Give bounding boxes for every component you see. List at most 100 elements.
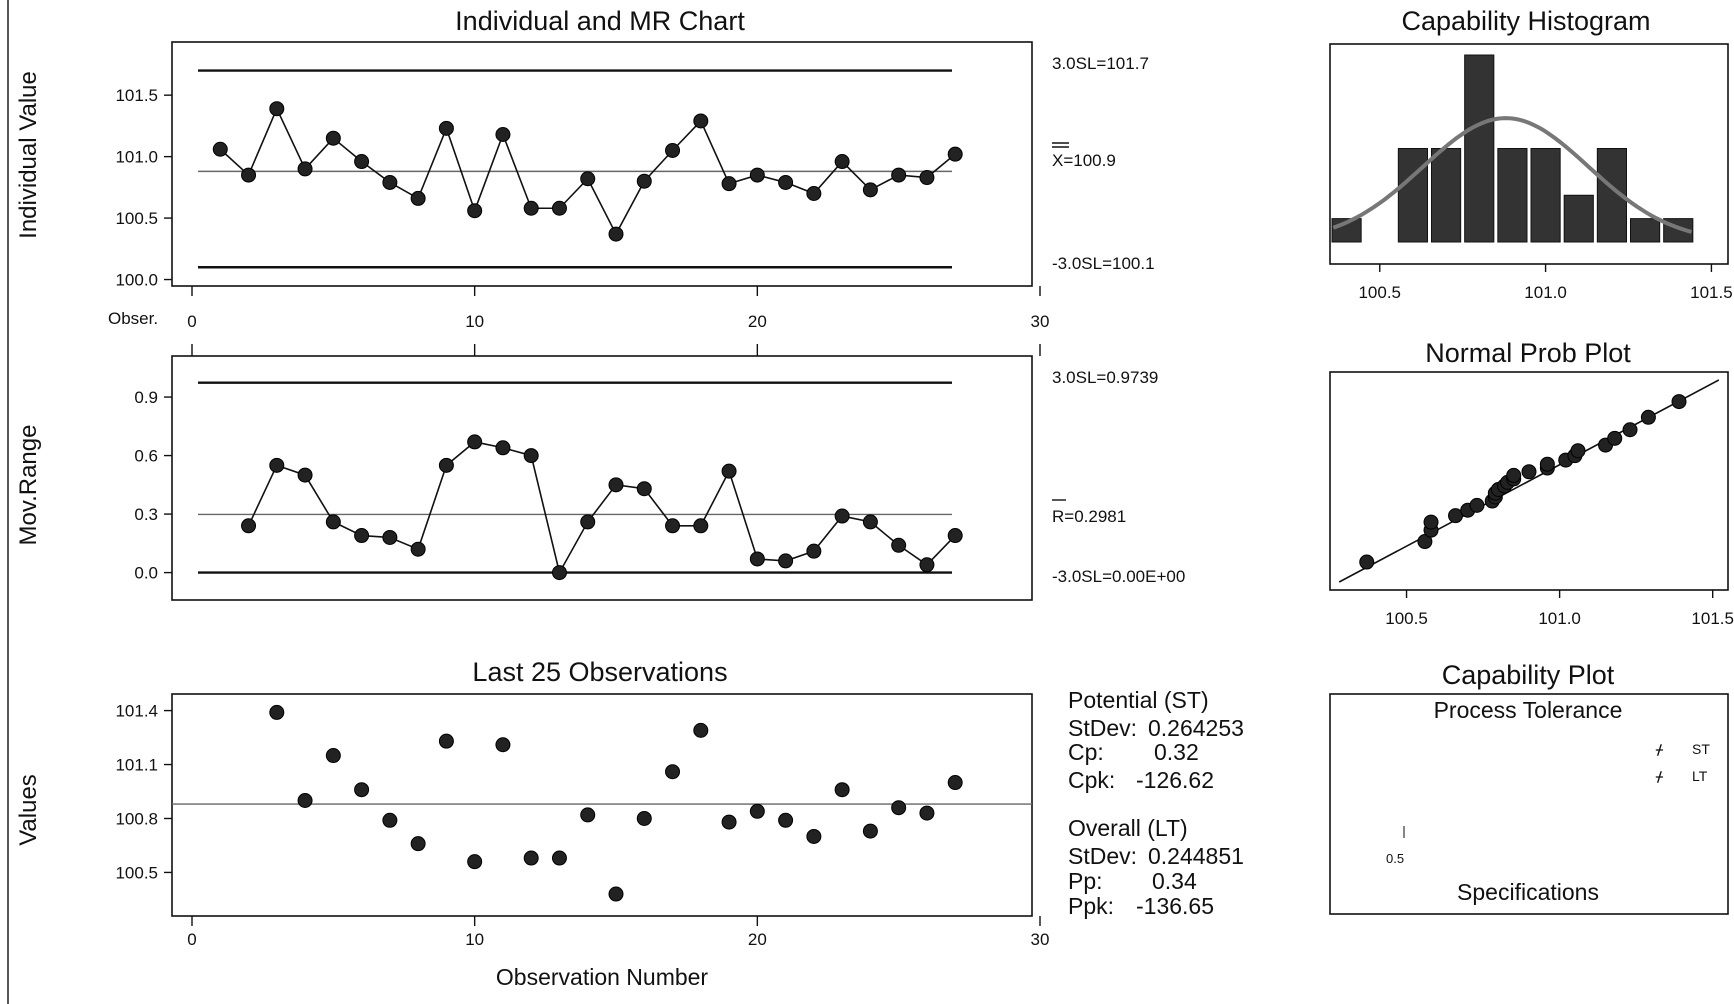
last25-chart-title: Last 25 Observations [472,657,727,687]
last25-point [297,793,313,809]
mr-point [269,457,285,473]
last25-point [891,800,907,816]
mr-point [495,440,511,456]
normal-point [1607,430,1623,446]
last25-point [551,850,567,866]
last25-point [721,814,737,830]
mr-y-tick-label: 0.6 [134,447,158,466]
normal-point [1506,467,1522,483]
mr-point [382,529,398,545]
last25-x-tick-label: 0 [187,930,196,949]
normal-point [1570,443,1586,459]
last25-y-tick-label: 100.8 [115,809,158,828]
individual-point [721,176,737,192]
mr-y-tick-label: 0.0 [134,564,158,583]
individual-point [297,161,313,177]
individual-point [269,101,285,117]
mr-center-label: R=0.2981 [1052,507,1126,526]
mr-point [749,551,765,567]
last25-point [467,854,483,870]
histogram-x-tick-label: 100.5 [1358,283,1401,302]
individual-point [806,186,822,201]
mr-point [523,448,539,464]
individual-point [382,174,398,190]
histogram-x-tick-label: 101.5 [1690,283,1733,302]
pp-label: Pp: [1068,868,1103,894]
last25-point [410,836,426,852]
mr-point [834,508,850,524]
mr-point [919,557,935,573]
st-legend-label: ST [1692,741,1710,757]
last25-plot: 100.5 100.8 101.1 101.4 0 10 20 30 [115,702,1049,949]
mr-point [241,518,257,534]
last25-x-tick-label: 20 [748,930,767,949]
last25-y-label: Values [15,774,42,846]
last25-point [382,812,398,828]
obs-x-tick-label: 0 [187,312,196,331]
capability-plot-frame [1329,693,1729,915]
individual-y-tick-label: 100.0 [115,271,158,290]
individual-point [241,167,257,183]
histogram-bar [1464,54,1495,243]
last25-point [636,810,652,826]
mr-point [636,481,652,497]
ppk-label: Ppk: [1068,893,1114,919]
cp-label: Cp: [1068,739,1104,765]
cpk-label: Cpk: [1068,767,1115,793]
last25-x-label: Observation Number [496,964,709,990]
individual-point [778,174,794,190]
normal-fit-line [1338,379,1720,583]
individual-point [693,113,709,129]
histogram-x-tick-label: 101.0 [1524,283,1567,302]
last25-point [778,812,794,828]
individual-lcl-label: -3.0SL=100.1 [1052,254,1155,273]
mr-y-label: Mov.Range [15,425,42,546]
individual-point [749,167,765,183]
individual-point [580,171,596,187]
st-stdev-value: 0.264253 [1148,715,1244,741]
mr-point [410,541,426,557]
capability-plot-title: Capability Plot [1442,660,1615,690]
individual-center-label: X=100.9 [1052,151,1116,170]
histogram-title: Capability Histogram [1401,6,1650,36]
mr-point [806,543,822,559]
normal-point [1539,456,1555,472]
obs-x-tick-label: 20 [748,312,767,331]
mr-point [608,477,624,493]
mr-point [551,565,567,581]
mr-point [325,514,341,530]
normal-point [1671,394,1687,410]
mr-plot-frame [171,355,1033,601]
individual-point [834,154,850,170]
normal-plot-title: Normal Prob Plot [1425,338,1631,368]
last25-point [834,782,850,798]
normal-point [1469,497,1485,513]
overall-title: Overall (LT) [1068,815,1188,841]
last25-y-tick-label: 101.1 [115,756,158,775]
last25-point [580,807,596,823]
pp-value: 0.34 [1152,868,1197,894]
spec-value-label: 0.5 [1386,851,1404,866]
individual-point [438,120,454,136]
histogram-bar [1563,194,1594,243]
last25-point [665,764,681,780]
individual-point [410,190,426,206]
obs-prefix-label: Obser. [108,309,158,328]
last25-point [608,886,624,902]
mr-ucl-label: 3.0SL=0.9739 [1052,368,1158,387]
histogram-bar [1630,218,1661,243]
lt-interval-marker: ᚋ [1655,768,1664,784]
histogram-plot: 100.5 101.0 101.5 [1331,54,1733,302]
histogram-bar [1397,148,1429,243]
mr-y-tick-label: 0.9 [134,388,158,407]
individual-point [919,170,935,186]
mr-point [721,463,737,479]
cpk-value: -126.62 [1136,767,1214,793]
last25-plot-frame [171,693,1033,917]
histogram-normal-curve [1332,116,1693,234]
capability-stats: Potential (ST) StDev: 0.264253 Cp: 0.32 … [1068,687,1244,919]
mr-point [891,537,907,553]
individual-point [467,203,483,219]
mr-plot: 0.0 0.3 0.6 0.9 [134,381,963,583]
